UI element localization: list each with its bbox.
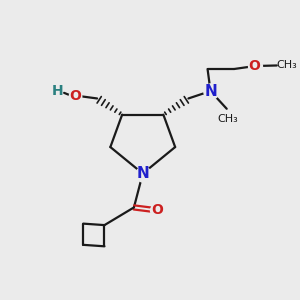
Text: O: O — [69, 88, 81, 103]
Text: O: O — [152, 203, 164, 218]
Text: CH₃: CH₃ — [277, 61, 298, 70]
Text: O: O — [249, 59, 261, 73]
Text: H: H — [52, 84, 63, 98]
Text: N: N — [204, 84, 217, 99]
Text: CH₃: CH₃ — [218, 114, 238, 124]
Text: N: N — [136, 166, 149, 181]
